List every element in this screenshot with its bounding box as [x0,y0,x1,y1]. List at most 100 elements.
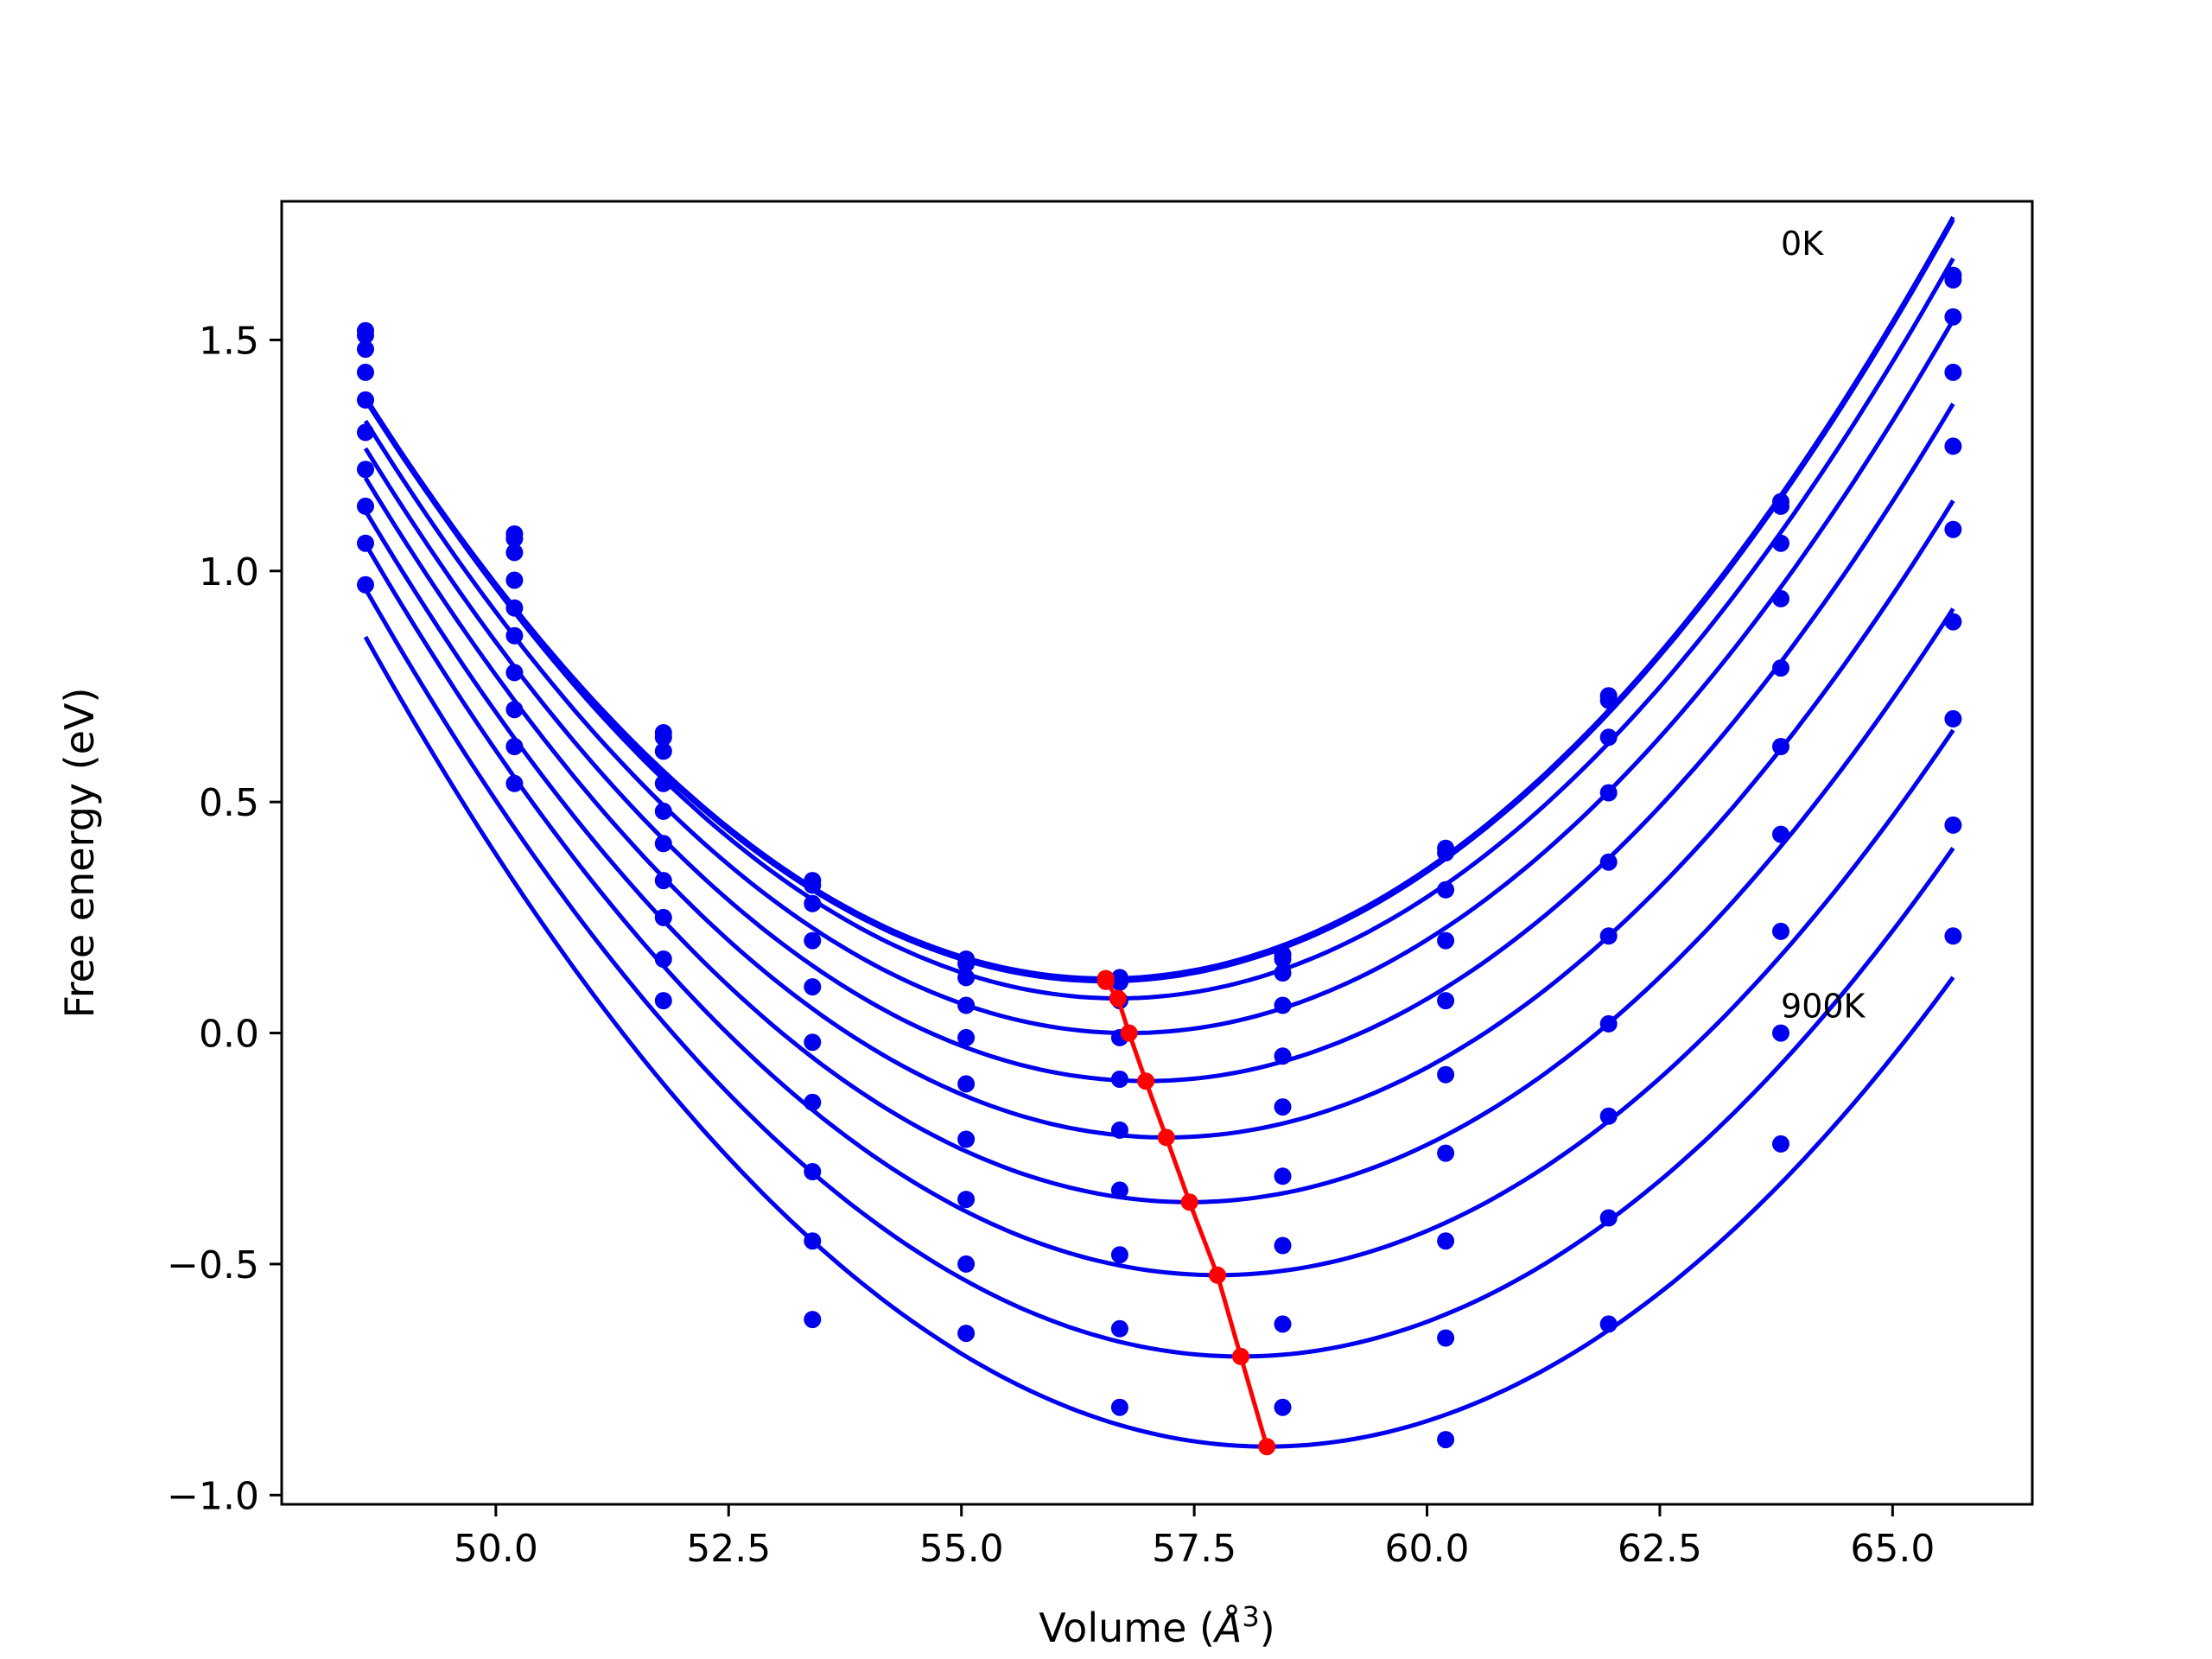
data-point-s1-2 [654,728,672,747]
data-point-s6-10 [1944,613,1962,631]
data-point-s2-1 [505,543,524,562]
fitted-curve-9 [363,635,1955,1449]
data-point-s1-1 [505,530,524,548]
fitted-curve-6 [363,510,1955,1205]
data-point-s7-8 [1599,1107,1618,1125]
data-point-s4-3 [804,978,822,996]
data-point-s9-6 [1274,1398,1292,1416]
data-point-s1-0 [357,327,374,345]
x-tick-label: 52.5 [686,1527,771,1571]
data-point-s6-5 [1110,1181,1128,1199]
data-point-s2-9 [1772,534,1789,552]
data-point-s1-10 [1944,270,1962,289]
data-point-s9-5 [1110,1398,1128,1416]
data-point-s3-7 [1437,931,1455,950]
annotation-900k: 900K [1781,987,1866,1025]
data-point-s2-7 [1437,880,1455,899]
data-point-s4-10 [1944,437,1962,455]
data-point-s6-0 [357,461,374,479]
y-axis-label: Free energy (eV) [56,688,103,1019]
data-point-s2-2 [654,742,672,760]
data-point-s3-1 [505,571,524,589]
fitted-curve-0 [363,215,1955,981]
fitted-curve-2 [363,257,1955,1001]
data-point-s3-10 [1944,363,1962,381]
fitted-curve-8 [363,588,1955,1359]
data-point-s3-8 [1599,784,1618,802]
data-point-s2-0 [357,340,374,359]
data-point-s8-3 [804,1232,822,1250]
x-axis-label: Volume (Å3) [1039,1600,1274,1651]
minimum-path [1096,969,1276,1456]
data-point-s8-6 [1274,1315,1292,1333]
data-point-s5-6 [1274,1098,1292,1116]
data-point-s4-6 [1274,1047,1292,1065]
data-point-s5-7 [1437,1065,1455,1084]
x-axis-label-text: Volume ( [1039,1605,1215,1651]
minimum-point-6 [1180,1193,1198,1211]
minimum-path-line [1103,978,1269,1447]
data-point-s4-1 [505,599,524,617]
data-point-s9-1 [505,774,524,792]
data-point-s2-4 [957,969,976,987]
data-point-s4-2 [654,802,672,820]
data-point-s4-7 [1437,992,1455,1010]
data-point-s5-5 [1110,1121,1128,1139]
data-point-s4-4 [957,1028,976,1046]
data-point-s5-2 [654,835,672,853]
data-point-s9-10 [1944,927,1962,945]
minimum-point-8 [1232,1347,1249,1365]
data-point-s7-4 [957,1191,976,1209]
y-tick-label: 0.0 [199,1013,259,1057]
data-point-s1-5 [1110,973,1128,991]
data-point-s9-3 [804,1311,822,1329]
minimum-point-5 [1157,1128,1175,1147]
data-point-s8-10 [1944,816,1962,834]
data-point-s2-10 [1944,308,1962,326]
plot-frame [280,200,2034,1506]
fitted-curve-5 [363,476,1955,1140]
y-tick-label: 1.5 [199,319,259,363]
minimum-point-2 [1109,989,1127,1007]
x-tick-label: 65.0 [1850,1527,1935,1571]
data-point-s7-2 [654,908,672,926]
data-point-s5-8 [1599,927,1618,945]
y-axis-ticks: 1.5 1.0 0.5 0.0 −0.5 −1.0 [167,319,282,1518]
data-point-s5-0 [357,423,374,442]
data-point-s9-4 [957,1325,976,1343]
minimum-point-3 [1120,1024,1138,1042]
minimum-point-7 [1209,1266,1226,1284]
data-point-s7-5 [1110,1246,1128,1264]
data-point-s1-9 [1772,497,1789,515]
data-point-s5-9 [1772,738,1789,755]
data-point-s6-8 [1599,1014,1618,1033]
data-point-s1-6 [1274,950,1292,968]
data-point-s6-4 [957,1130,976,1148]
data-point-s6-3 [804,1093,822,1111]
y-tick-label: −0.5 [167,1243,259,1287]
minimum-point-4 [1137,1072,1155,1090]
fitted-curve-3 [363,319,1955,1036]
data-point-s3-0 [357,363,374,381]
data-point-s1-7 [1437,844,1455,861]
data-point-s3-3 [804,931,822,950]
data-point-s6-2 [654,872,672,890]
data-point-s8-5 [1110,1319,1128,1338]
data-point-s3-4 [957,996,976,1014]
data-point-s8-9 [1772,1024,1789,1042]
data-point-s5-4 [957,1075,976,1093]
x-tick-label: 60.0 [1385,1527,1470,1571]
data-points [357,266,1962,1449]
data-point-s2-8 [1599,728,1618,747]
data-point-s3-6 [1274,996,1292,1014]
data-point-s7-1 [505,701,524,719]
minimum-point-1 [1096,972,1115,990]
data-point-s9-8 [1599,1315,1618,1333]
minimum-point-9 [1258,1438,1276,1456]
data-point-s1-8 [1599,691,1618,709]
data-point-s9-2 [654,992,672,1010]
data-point-s7-9 [1772,922,1789,940]
data-point-s4-9 [1772,659,1789,677]
data-point-s6-1 [505,664,524,682]
